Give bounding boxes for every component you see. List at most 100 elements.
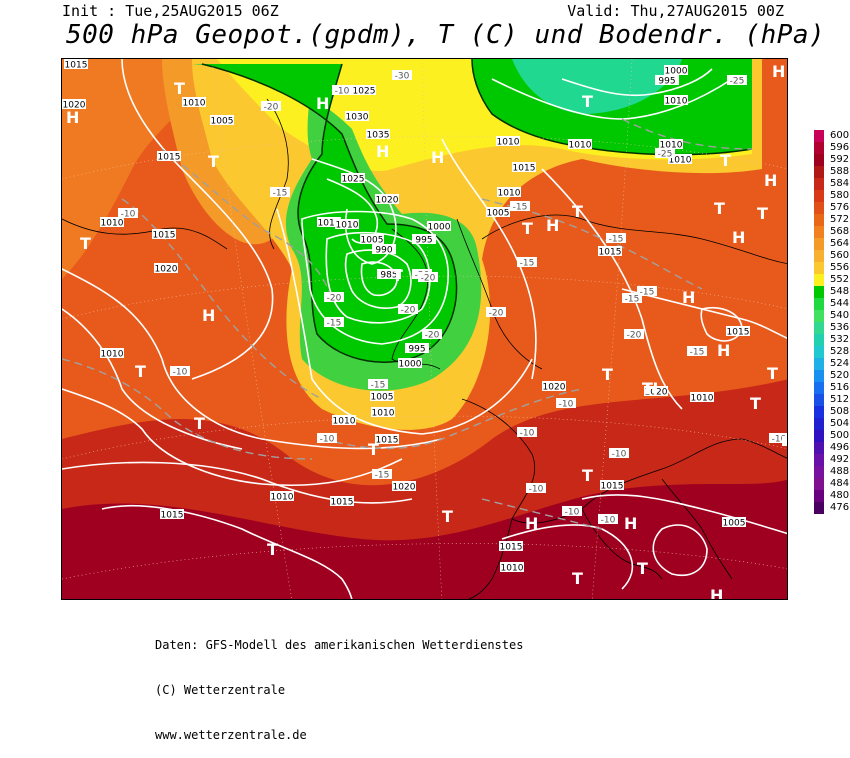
low-pressure-symbol: T [208, 152, 219, 171]
isobar-label: 1010 [569, 141, 592, 151]
high-pressure-symbol: H [525, 514, 538, 533]
temperature-label: -15 [513, 203, 528, 213]
high-pressure-symbol: H [376, 142, 389, 161]
scale-swatch [814, 214, 824, 226]
isobar-label: 1015 [161, 511, 184, 521]
isobar-label: 1015 [158, 153, 181, 163]
scale-label: 488 [830, 467, 849, 477]
scale-swatch [814, 226, 824, 238]
isobar-label: 1025 [342, 175, 365, 185]
scale-label: 512 [830, 395, 849, 405]
low-pressure-symbol: T [174, 79, 185, 98]
scale-swatch [814, 286, 824, 298]
isobar-label: 1005 [211, 117, 234, 127]
isobar-label: 1010 [665, 97, 688, 107]
isobar-label: 1000 [399, 360, 422, 370]
scale-swatch [814, 466, 824, 478]
scale-label: 536 [830, 323, 849, 333]
map-canvas: 1015101010201005101510101015102010101025… [62, 59, 788, 600]
scale-label: 576 [830, 203, 849, 213]
temperature-label: -10 [529, 485, 544, 495]
scale-label: 592 [830, 155, 849, 165]
scale-swatch [814, 322, 824, 334]
scale-swatch [814, 166, 824, 178]
scale-label: 504 [830, 419, 849, 429]
isobar-label: 1010 [372, 409, 395, 419]
scale-swatch [814, 394, 824, 406]
scale-swatch [814, 298, 824, 310]
temperature-label: -10 [173, 368, 188, 378]
low-pressure-symbol: T [267, 540, 278, 559]
isobar-label: 1010 [271, 493, 294, 503]
low-pressure-symbol: T [582, 466, 593, 485]
scale-label: 588 [830, 167, 849, 177]
low-pressure-symbol: T [80, 234, 91, 253]
scale-label: 508 [830, 407, 849, 417]
isobar-label: 995 [658, 77, 675, 87]
low-pressure-symbol: T [642, 379, 653, 398]
scale-label: 500 [830, 431, 849, 441]
low-pressure-symbol: T [572, 569, 583, 588]
temperature-label: -10 [612, 450, 627, 460]
scale-label: 544 [830, 299, 849, 309]
temperature-label: -20 [425, 331, 440, 341]
footer: Daten: GFS-Modell des amerikanischen Wet… [155, 608, 523, 758]
isobar-label: 1000 [665, 67, 688, 77]
temperature-label: -15 [327, 319, 342, 329]
scale-swatch [814, 238, 824, 250]
scale-label: 596 [830, 143, 849, 153]
valid-time: Valid: Thu,27AUG2015 00Z [567, 2, 784, 20]
high-pressure-symbol: H [66, 108, 79, 127]
temperature-label: -10 [559, 400, 574, 410]
map-title: 500 hPa Geopot.(gpdm), T (C) und Bodendr… [66, 20, 825, 50]
temperature-label: -10 [601, 516, 616, 526]
isobar-label: 1015 [65, 61, 88, 71]
scale-label: 580 [830, 191, 849, 201]
scale-swatch [814, 346, 824, 358]
low-pressure-symbol: T [194, 414, 205, 433]
temperature-label: -20 [264, 103, 279, 113]
low-pressure-symbol: T [602, 365, 613, 384]
temperature-label: -15 [375, 471, 390, 481]
scale-label: 552 [830, 275, 849, 285]
temperature-label-bg [782, 436, 788, 446]
temperature-label: -20 [401, 306, 416, 316]
scale-label: 532 [830, 335, 849, 345]
scale-swatch [814, 334, 824, 346]
scale-swatch [814, 406, 824, 418]
isobar-label: 995 [415, 236, 432, 246]
temperature-label: -15 [690, 348, 705, 358]
init-time: Init : Tue,25AUG2015 06Z [62, 2, 279, 20]
temperature-label: -15 [520, 259, 535, 269]
isobar-label: 1015 [599, 248, 622, 258]
low-pressure-symbol: T [368, 440, 379, 459]
temperature-label: -25 [730, 77, 745, 87]
isobar-label: 1025 [353, 87, 376, 97]
isobar-label: 1010 [333, 417, 356, 427]
high-pressure-symbol: H [624, 514, 637, 533]
isobar-label: 1010 [691, 394, 714, 404]
temperature-label: -30 [395, 72, 410, 82]
isobar-label: 1015 [331, 498, 354, 508]
low-pressure-symbol: T [522, 219, 533, 238]
isobar-label: 1015 [727, 328, 750, 338]
scale-label: 540 [830, 311, 849, 321]
temperature-label: -10 [121, 210, 136, 220]
scale-label: 524 [830, 359, 849, 369]
temperature-label: -10 [335, 87, 350, 97]
temperature-label: -15 [609, 235, 624, 245]
scale-swatch [814, 274, 824, 286]
scale-label: 492 [830, 455, 849, 465]
isobar-label: 1010 [497, 138, 520, 148]
isobar-label: 1005 [723, 519, 746, 529]
isobar-label: 1005 [371, 393, 394, 403]
scale-swatch [814, 442, 824, 454]
temperature-label: -25 [658, 150, 673, 160]
scale-swatch [814, 250, 824, 262]
low-pressure-symbol: T [757, 204, 768, 223]
isobar-label: 1015 [153, 231, 176, 241]
scale-label: 520 [830, 371, 849, 381]
isobar-label: 1035 [367, 131, 390, 141]
isobar-label: 1020 [376, 196, 399, 206]
high-pressure-symbol: H [732, 228, 745, 247]
